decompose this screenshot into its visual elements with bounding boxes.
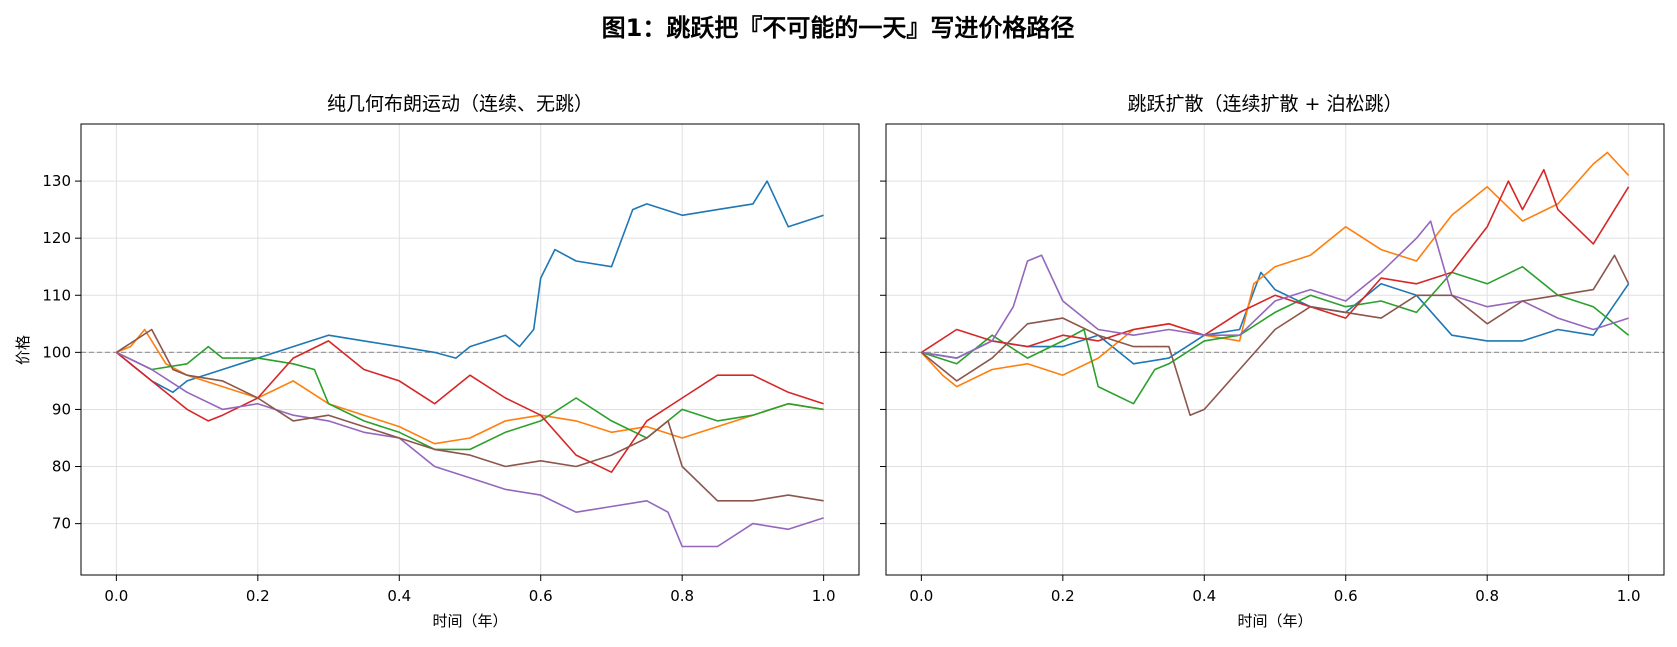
left-x-ticks: 0.0 0.2 0.4 0.6 0.8 1.0 [104, 575, 836, 605]
x-tick-label: 0.8 [670, 587, 694, 605]
x-tick-label: 0.6 [1334, 587, 1358, 605]
right-plot-frame [885, 123, 1665, 576]
y-tick-label: 100 [42, 343, 71, 361]
series-line-3 [921, 265, 1630, 405]
x-tick-label: 0.2 [1051, 587, 1075, 605]
y-tick-label: 130 [42, 172, 71, 190]
left-x-axis-label: 时间（年） [432, 612, 507, 630]
right-y-ticks [880, 180, 886, 525]
left-panel: 纯几何布朗运动（连续、无跳） 0.0 0.2 0.4 0.6 0.8 1.0 70 80 90… [14, 93, 860, 630]
x-tick-label: 1.0 [1617, 587, 1641, 605]
series-line-4 [115, 340, 824, 474]
y-tick-label: 80 [52, 458, 71, 476]
x-tick-label: 0.4 [1192, 587, 1216, 605]
left-panel-title: 纯几何布朗运动（连续、无跳） [327, 93, 593, 115]
series-line-3 [116, 345, 824, 451]
series-line-6 [115, 328, 824, 502]
series-line-2 [920, 151, 1630, 388]
left-plot-frame [80, 123, 860, 576]
right-x-axis-label: 时间（年） [1237, 612, 1312, 630]
right-x-ticks: 0.0 0.2 0.4 0.6 0.8 1.0 [909, 575, 1641, 605]
series-line-6 [920, 254, 1630, 417]
x-tick-label: 0.6 [529, 587, 553, 605]
series-line-2 [116, 328, 824, 445]
left-series-lines [115, 180, 824, 548]
right-panel: 跳跃扩散（连续扩散 + 泊松跳） 0.0 0.2 0.4 0.6 0.8 1.0 时间（年… [880, 93, 1665, 630]
y-tick-label: 90 [52, 400, 71, 418]
series-line-5 [116, 351, 824, 548]
y-tick-label: 70 [52, 515, 71, 533]
figure-title: 图1：跳跃把『不可能的一天』写进价格路径 [602, 14, 1075, 42]
left-y-axis-label: 价格 [14, 335, 32, 365]
y-tick-label: 110 [42, 286, 71, 304]
left-grid [81, 124, 859, 575]
x-tick-label: 0.8 [1475, 587, 1499, 605]
x-tick-label: 0.0 [909, 587, 933, 605]
series-line-1 [115, 180, 824, 394]
right-grid [886, 124, 1664, 575]
x-tick-label: 0.0 [104, 587, 128, 605]
x-tick-label: 1.0 [812, 587, 836, 605]
right-panel-title: 跳跃扩散（连续扩散 + 泊松跳） [1128, 93, 1403, 115]
x-tick-label: 0.2 [246, 587, 270, 605]
x-tick-label: 0.4 [387, 587, 411, 605]
right-series-lines [920, 151, 1630, 417]
y-tick-label: 120 [42, 229, 71, 247]
left-y-ticks: 70 80 90 100 110 120 130 [42, 172, 81, 533]
series-line-5 [921, 220, 1629, 359]
series-line-1 [921, 271, 1630, 365]
